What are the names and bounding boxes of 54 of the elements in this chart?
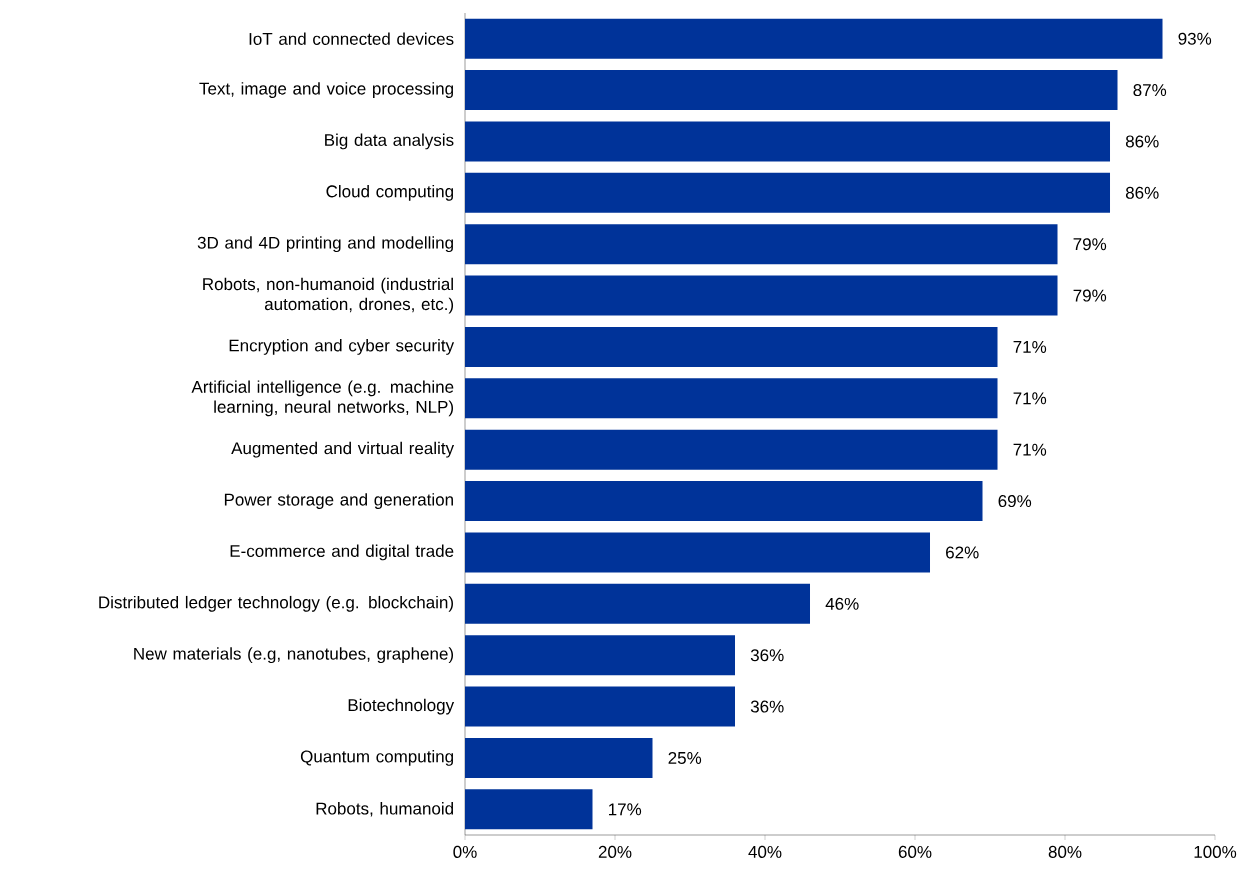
x-tick-label: 40% bbox=[748, 845, 782, 858]
bar bbox=[465, 481, 983, 522]
y-tick-label: IoT and connected devices bbox=[249, 32, 454, 45]
x-tick-label: 0% bbox=[453, 845, 477, 858]
bar bbox=[465, 224, 1058, 265]
y-tick-label: Big data analysis bbox=[325, 133, 454, 150]
y-tick-label: Robots, humanoid bbox=[316, 802, 454, 817]
y-tick-label: Text, image and voice processing bbox=[199, 82, 453, 98]
data-label: 86% bbox=[1125, 186, 1159, 199]
data-label: 71% bbox=[1013, 392, 1047, 405]
x-tick-label: 100% bbox=[1194, 845, 1237, 858]
y-tick-label: Encryption and cyber security bbox=[229, 339, 455, 355]
y-tick-label: Quantum computing bbox=[300, 750, 454, 766]
bar bbox=[465, 121, 1111, 162]
data-label: 79% bbox=[1073, 238, 1107, 251]
y-tick-label: Robots, non-humanoid (industrial automation, drones, etc.) bbox=[203, 277, 454, 314]
bar bbox=[465, 532, 930, 573]
bar bbox=[465, 18, 1163, 59]
x-tick-label: 60% bbox=[898, 845, 932, 858]
bar bbox=[465, 686, 735, 727]
y-tick-label: New materials (e.g, nanotubes, graphene) bbox=[134, 647, 454, 664]
y-tick-label: Cloud computing bbox=[326, 184, 453, 201]
y-tick-label: Power storage and generation bbox=[224, 493, 453, 509]
data-label: 86% bbox=[1125, 135, 1159, 148]
data-label: 79% bbox=[1073, 289, 1107, 302]
x-tick-label: 80% bbox=[1048, 845, 1082, 858]
data-label: 17% bbox=[609, 803, 642, 816]
bar bbox=[465, 429, 998, 470]
data-label: 36% bbox=[750, 700, 784, 713]
y-tick-label: 3D and 4D printing and modelling bbox=[197, 236, 453, 253]
data-label: 25% bbox=[668, 751, 702, 764]
data-label: 87% bbox=[1133, 84, 1167, 97]
bar bbox=[465, 275, 1058, 316]
data-label: 46% bbox=[825, 597, 859, 610]
bar bbox=[465, 378, 998, 419]
bar bbox=[465, 326, 998, 367]
bar bbox=[465, 70, 1118, 111]
y-tick-label: Biotechnology bbox=[348, 698, 455, 715]
bar bbox=[465, 635, 735, 676]
bar bbox=[465, 583, 810, 624]
bar bbox=[465, 737, 653, 778]
data-label: 93% bbox=[1178, 32, 1212, 45]
data-label: 62% bbox=[946, 546, 979, 559]
data-label: 71% bbox=[1013, 340, 1047, 353]
y-tick-label: Artificial intelligence (e.g. machine learning, neural networks, NLP) bbox=[191, 380, 454, 417]
y-tick-label: Distributed ledger technology (e.g. blockchain) bbox=[99, 595, 453, 612]
bar bbox=[465, 789, 593, 830]
data-label: 69% bbox=[998, 495, 1032, 508]
bar bbox=[465, 172, 1111, 213]
y-tick-label: E-commerce and digital trade bbox=[230, 544, 454, 561]
y-tick-label: Augmented and virtual reality bbox=[231, 441, 455, 458]
data-label: 71% bbox=[1013, 443, 1047, 456]
x-tick-label: 20% bbox=[598, 845, 632, 858]
data-label: 36% bbox=[750, 649, 784, 662]
